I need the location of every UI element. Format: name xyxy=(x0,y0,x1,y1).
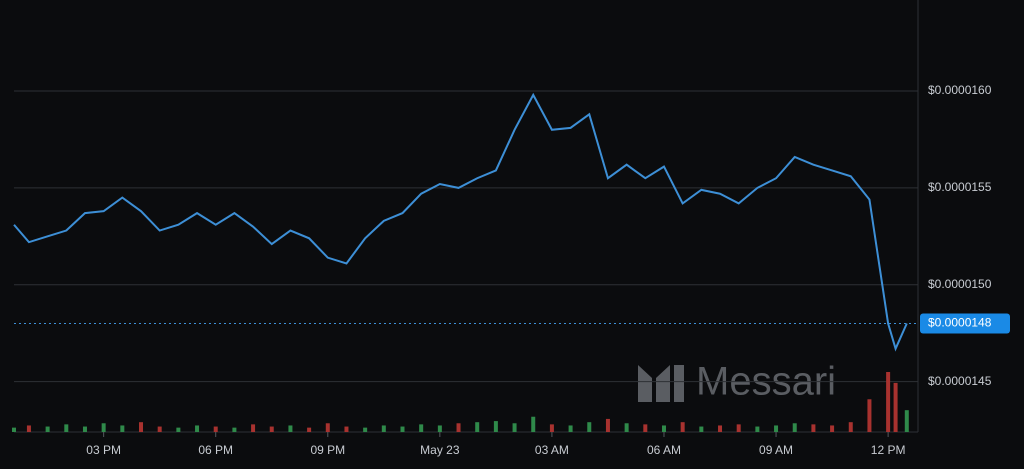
volume-bar xyxy=(400,426,405,432)
watermark-logo xyxy=(638,365,684,402)
x-tick-label: 09 AM xyxy=(759,443,793,457)
volume-bar xyxy=(456,423,461,432)
y-tick-label: $0.0000160 xyxy=(928,83,992,97)
volume-bar xyxy=(325,423,330,432)
volume-bar xyxy=(12,427,16,432)
volume-bar xyxy=(867,399,872,432)
volume-bar xyxy=(848,422,853,432)
volume-bar xyxy=(269,426,274,432)
volume-bar xyxy=(624,423,629,432)
volume-bar xyxy=(288,425,293,432)
volume-bar xyxy=(381,425,386,432)
x-tick-label: 06 AM xyxy=(647,443,681,457)
y-tick-label: $0.0000145 xyxy=(928,374,992,388)
x-tick-label: 12 PM xyxy=(871,443,906,457)
volume-bar xyxy=(45,426,50,432)
volume-bar xyxy=(718,425,723,432)
volume-bar xyxy=(475,422,480,432)
volume-bar xyxy=(437,425,442,432)
volume-bar xyxy=(904,410,909,432)
volume-bar xyxy=(886,372,891,432)
volume-bar xyxy=(363,427,368,432)
volume-bar xyxy=(139,422,144,432)
x-tick-label: 03 AM xyxy=(535,443,569,457)
volume-bar xyxy=(101,423,106,432)
volume-bar xyxy=(755,426,760,432)
volume-bar xyxy=(82,426,87,432)
volume-bar xyxy=(64,424,69,432)
volume-bar xyxy=(699,426,704,432)
volume-bar xyxy=(232,427,237,432)
volume-bar xyxy=(587,422,592,432)
volume-bar xyxy=(680,422,685,432)
volume-bar xyxy=(605,418,610,432)
volume-bar xyxy=(213,426,218,432)
x-tick-label: 03 PM xyxy=(86,443,121,457)
volume-bar xyxy=(26,425,31,432)
volume-bar xyxy=(568,425,573,432)
volume-bar xyxy=(307,427,312,432)
volume-bar xyxy=(195,425,200,432)
volume-bar xyxy=(120,425,125,432)
x-tick-label: 06 PM xyxy=(198,443,233,457)
volume-bar xyxy=(830,425,835,432)
y-tick-label: $0.0000155 xyxy=(928,180,992,194)
volume-bar xyxy=(493,421,498,432)
volume-bar xyxy=(893,382,898,432)
volume-bar xyxy=(419,424,424,432)
volume-bar xyxy=(251,424,256,432)
volume-bar xyxy=(736,424,741,432)
volume-bar xyxy=(774,425,779,432)
price-line xyxy=(13,92,908,352)
x-tick-label: May 23 xyxy=(420,443,460,457)
volume-bar xyxy=(661,425,666,432)
volume-bar xyxy=(512,423,517,432)
volume-bar xyxy=(643,424,648,432)
y-tick-label: $0.0000150 xyxy=(928,277,992,291)
volume-bar xyxy=(549,424,554,432)
volume-bar xyxy=(531,416,536,432)
volume-bar xyxy=(811,424,816,432)
x-tick-label: 09 PM xyxy=(310,443,345,457)
volume-bar xyxy=(176,427,181,432)
volume-bar xyxy=(792,423,797,432)
current-price-label: $0.0000148 xyxy=(928,316,992,330)
current-price-badge xyxy=(920,313,1010,334)
volume-bar xyxy=(157,426,162,432)
volume-bar xyxy=(344,426,349,432)
